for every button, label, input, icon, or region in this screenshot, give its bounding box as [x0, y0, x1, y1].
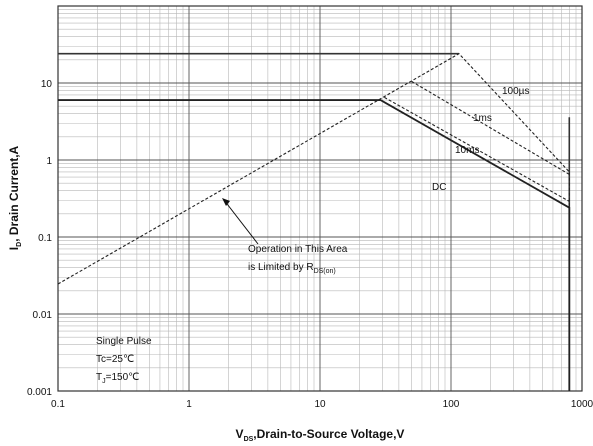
label-dc: DC: [432, 182, 446, 193]
y-tick-label: 10: [41, 79, 53, 90]
y-tick-label: 0.01: [33, 310, 53, 321]
pulse-note-line2: Tc=25℃: [96, 354, 134, 365]
y-tick-label: 1: [46, 156, 52, 167]
tick-labels: 0.1 1 10 100 1000 0.001 0.01 0.1 1 10: [27, 79, 593, 410]
rds-note-line2: is Limited by RDS(on): [248, 262, 336, 275]
y-tick-label: 0.1: [38, 233, 52, 244]
x-tick-label: 1: [186, 399, 192, 410]
label-1ms: 1ms: [473, 113, 492, 124]
pulse-conditions: Single Pulse Tc=25℃ TJ=150℃: [96, 336, 152, 385]
rds-arrow-line: [223, 199, 259, 245]
x-tick-label: 100: [443, 399, 460, 410]
series-line-dc: [58, 99, 571, 391]
y-tick-label: 0.001: [27, 387, 52, 398]
series-line-10ms: [384, 96, 570, 202]
pulse-note-line1: Single Pulse: [96, 336, 152, 347]
x-tick-label: 10: [314, 399, 326, 410]
x-tick-label: 1000: [571, 399, 593, 410]
series-layer: [57, 52, 571, 391]
plot-frame: [57, 5, 583, 392]
label-100us: 100µs: [502, 86, 529, 97]
label-10ms: 10ms: [455, 145, 479, 156]
x-axis-title: VDS,Drain-to-Source Voltage,V: [236, 427, 405, 443]
pulse-note-line3: TJ=150℃: [96, 372, 139, 385]
rds-note-line1: Operation in This Area: [248, 244, 348, 255]
y-axis-title: ID, Drain Current,A: [7, 145, 23, 250]
x-tick-label: 0.1: [51, 399, 65, 410]
rds-limit-note: Operation in This Area is Limited by RDS…: [222, 198, 348, 275]
series-line-1ms: [411, 80, 570, 175]
rds-arrow-head: [222, 198, 230, 206]
series-line-100us: [57, 53, 570, 391]
